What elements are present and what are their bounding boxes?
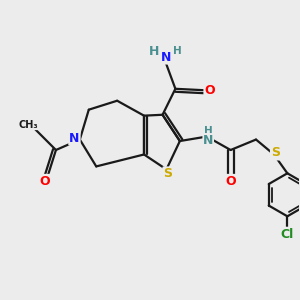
Text: S: S (164, 167, 172, 180)
Text: N: N (161, 51, 172, 64)
Text: O: O (39, 175, 50, 188)
Text: H: H (172, 46, 181, 56)
Text: N: N (69, 132, 80, 145)
Text: H: H (204, 126, 213, 136)
Text: Cl: Cl (281, 228, 294, 241)
Text: CH₃: CH₃ (18, 120, 38, 130)
Text: O: O (225, 175, 236, 188)
Text: S: S (271, 146, 280, 160)
Text: O: O (204, 84, 215, 97)
Text: N: N (203, 134, 213, 147)
Text: H: H (149, 45, 160, 58)
